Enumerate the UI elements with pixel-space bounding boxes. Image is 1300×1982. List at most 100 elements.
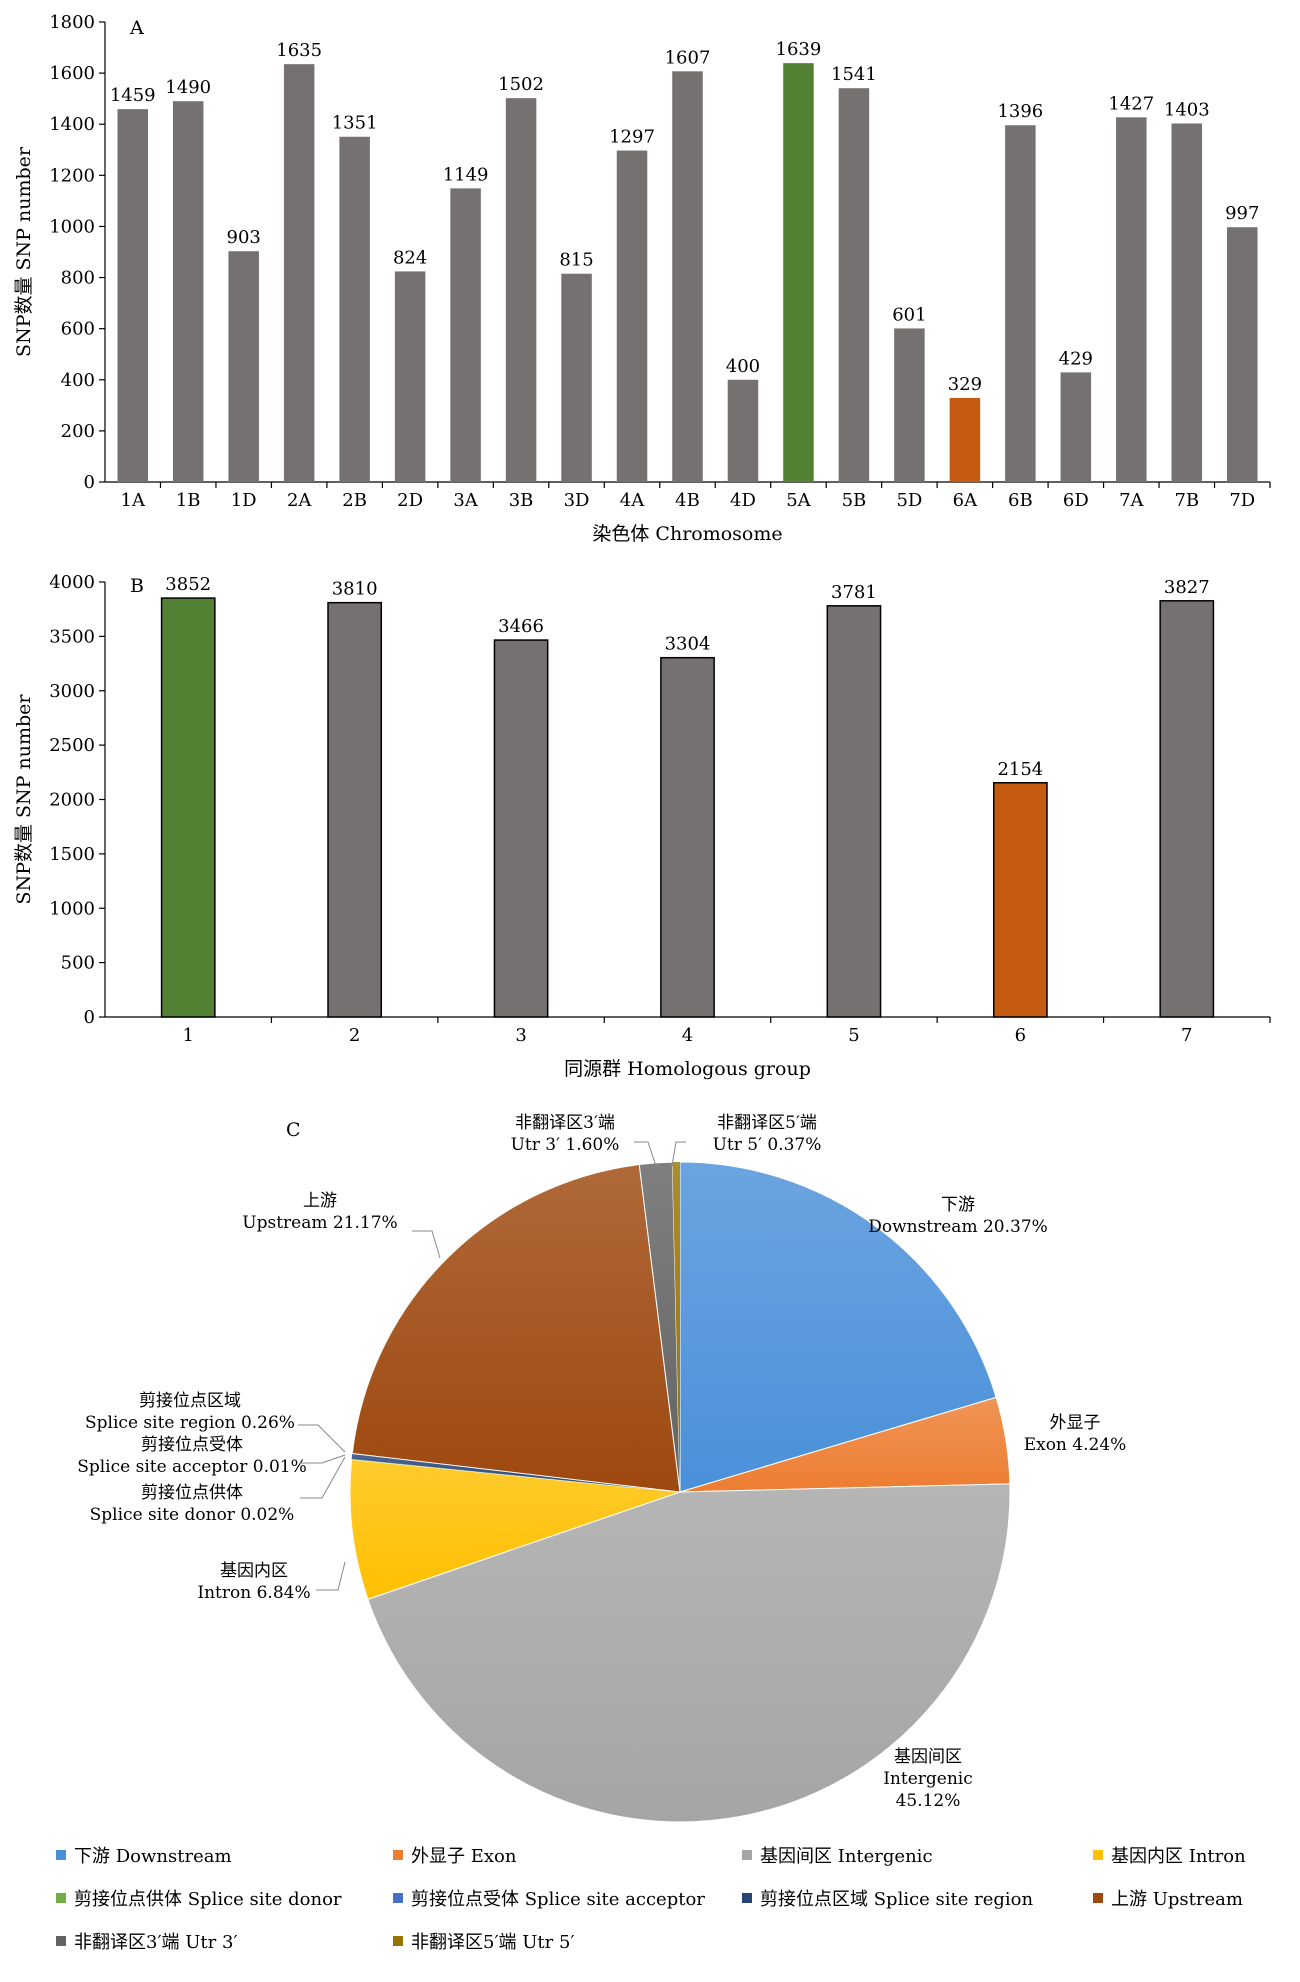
- y-tick-label: 3000: [49, 681, 95, 702]
- value-label-1A: 1459: [110, 85, 156, 106]
- leader-line-donor: [300, 1456, 346, 1499]
- value-label-4A: 1297: [609, 127, 655, 148]
- leader-line-region: [298, 1424, 346, 1453]
- pie-label-donor: Splice site donor 0.02%: [90, 1505, 295, 1525]
- value-label-6: 2154: [997, 759, 1043, 780]
- bar-6: [992, 782, 1048, 1018]
- pie-label-downstream: 下游: [941, 1195, 975, 1215]
- x-tick-label-5A: 5A: [786, 490, 811, 511]
- legend-item-upstream: 上游 Upstream: [1093, 1885, 1243, 1911]
- bar-7D: [1227, 227, 1258, 482]
- x-tick-label-1: 1: [182, 1025, 193, 1046]
- bar-3B: [505, 98, 537, 483]
- bar-2B: [339, 136, 370, 482]
- legend-label: 非翻译区3′端 Utr 3′: [74, 1932, 238, 1953]
- x-axis-title: 同源群 Homologous group: [564, 1058, 811, 1080]
- legend-label: 剪接位点区域 Splice site region: [760, 1889, 1034, 1910]
- value-label-6A: 329: [948, 374, 982, 395]
- pie-label-region: Splice site region 0.26%: [85, 1413, 295, 1433]
- value-label-4D: 400: [726, 356, 760, 377]
- pie-label-downstream: Downstream 20.37%: [868, 1217, 1048, 1237]
- legend-label: 基因内区 Intron: [1111, 1846, 1246, 1867]
- y-tick-label: 1400: [49, 114, 95, 135]
- y-tick-label: 0: [84, 1007, 95, 1028]
- x-tick-label-1A: 1A: [121, 490, 146, 511]
- x-tick-label-5B: 5B: [842, 490, 867, 511]
- leader-line-acceptor: [300, 1454, 346, 1464]
- bar-3D: [561, 273, 592, 482]
- legend-item-downstream: 下游 Downstream: [56, 1842, 232, 1868]
- bar-4B: [672, 71, 703, 483]
- value-label-2D: 824: [393, 247, 427, 268]
- y-tick-label: 1600: [49, 63, 95, 84]
- panel-label: B: [130, 575, 144, 597]
- bar-2: [327, 601, 383, 1018]
- value-label-2: 3810: [332, 579, 378, 600]
- bar-1A: [117, 109, 148, 483]
- pie-label-intergenic: 基因间区: [894, 1747, 962, 1767]
- x-tick-label-2: 2: [349, 1025, 360, 1046]
- y-axis-title: SNP数量 SNP number: [13, 146, 35, 357]
- leader-line-upstream: [412, 1230, 441, 1259]
- value-label-7A: 1427: [1108, 93, 1154, 114]
- bar-4D: [727, 379, 759, 482]
- pie-label-exon: 外显子: [1050, 1413, 1101, 1433]
- x-tick-label-7A: 7A: [1119, 490, 1144, 511]
- x-tick-label-7D: 7D: [1229, 490, 1255, 511]
- value-label-7B: 1403: [1164, 99, 1210, 120]
- bar-5A: [783, 63, 814, 483]
- y-tick-label: 1000: [49, 898, 95, 919]
- x-tick-label-4A: 4A: [620, 490, 645, 511]
- value-label-1B: 1490: [165, 77, 211, 98]
- legend-item-utr5: 非翻译区5′端 Utr 5′: [393, 1928, 575, 1954]
- leader-line-utr5: [671, 1141, 686, 1167]
- value-label-2A: 1635: [276, 40, 322, 61]
- y-tick-label: 1000: [49, 216, 95, 237]
- chart-a: 0 200 400 600 800 1000 1200 1400 1600 1800 1459 1A 1…: [13, 12, 1271, 545]
- y-tick-label: 600: [61, 319, 95, 340]
- pie-label-utr3: Utr 3′ 1.60%: [511, 1135, 620, 1155]
- x-tick-label-5D: 5D: [896, 490, 922, 511]
- pie-label-intron: 基因内区: [220, 1561, 288, 1581]
- bar-7B: [1171, 123, 1203, 482]
- legend-item-intergenic: 基因间区 Intergenic: [742, 1842, 933, 1868]
- x-tick-label-7B: 7B: [1174, 490, 1199, 511]
- value-label-5B: 1541: [831, 64, 877, 85]
- bar-6D: [1060, 372, 1092, 482]
- y-tick-label: 0: [84, 472, 95, 493]
- legend-label: 下游 Downstream: [74, 1846, 232, 1867]
- panel-label: A: [129, 17, 144, 39]
- legend-swatch: [56, 1850, 66, 1860]
- pie-label-acceptor: Splice site acceptor 0.01%: [77, 1457, 307, 1477]
- pie-slice-acceptor: [351, 1458, 680, 1492]
- bar-2D: [394, 271, 426, 482]
- x-tick-label-4B: 4B: [675, 490, 700, 511]
- value-label-3A: 1149: [443, 164, 489, 185]
- bar-4A: [616, 150, 648, 483]
- x-tick-label-6A: 6A: [953, 490, 978, 511]
- x-tick-label-6: 6: [1015, 1025, 1026, 1046]
- value-label-5D: 601: [892, 304, 926, 325]
- bar-5D: [894, 328, 925, 482]
- pie-label-intron: Intron 6.84%: [197, 1583, 310, 1603]
- y-tick-label: 800: [61, 268, 95, 289]
- legend-swatch: [393, 1893, 403, 1903]
- pie-slice-donor: [351, 1459, 680, 1492]
- pie-slice-upstream: [351, 1163, 681, 1493]
- x-tick-label-3: 3: [515, 1025, 526, 1046]
- legend-label: 上游 Upstream: [1111, 1889, 1243, 1910]
- bar-1B: [172, 101, 204, 482]
- x-tick-label-6B: 6B: [1008, 490, 1033, 511]
- legend-swatch: [742, 1850, 752, 1860]
- bar-3A: [450, 188, 481, 482]
- legend-item-acceptor: 剪接位点受体 Splice site acceptor: [393, 1885, 705, 1911]
- y-tick-label: 3500: [49, 626, 95, 647]
- leader-line-utr3: [634, 1141, 657, 1167]
- value-label-6B: 1396: [997, 101, 1043, 122]
- legend-item-region: 剪接位点区域 Splice site region: [742, 1885, 1033, 1911]
- y-tick-label: 1500: [49, 844, 95, 865]
- x-tick-label-6D: 6D: [1063, 490, 1089, 511]
- y-tick-label: 400: [61, 370, 95, 391]
